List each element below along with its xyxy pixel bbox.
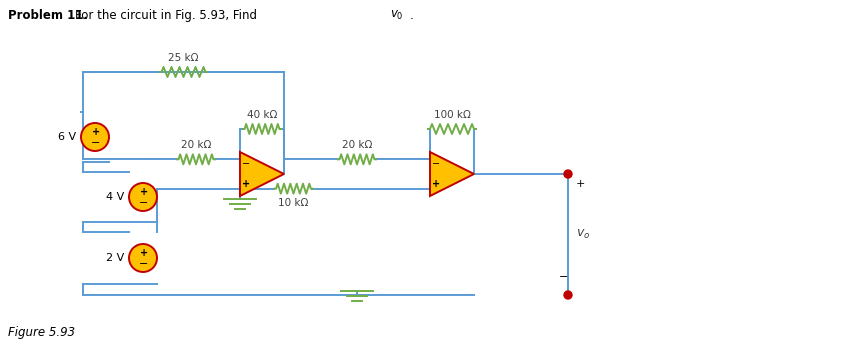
Polygon shape [430,152,474,196]
Text: For the circuit in Fig. 5.93, Find: For the circuit in Fig. 5.93, Find [75,9,260,22]
Polygon shape [240,152,284,196]
Text: +: + [576,179,585,189]
Text: .: . [410,9,414,22]
Text: 100 kΩ: 100 kΩ [433,110,470,120]
Text: 10 kΩ: 10 kΩ [278,198,309,208]
Text: −: − [432,159,440,169]
Text: 6 V: 6 V [58,132,76,142]
Circle shape [564,291,572,299]
Text: −: − [139,259,148,269]
Text: 25 kΩ: 25 kΩ [169,53,199,63]
Text: +: + [92,127,100,137]
Text: +: + [242,179,250,189]
Text: 20 kΩ: 20 kΩ [180,140,212,150]
Text: 40 kΩ: 40 kΩ [247,110,277,120]
Text: 20 kΩ: 20 kΩ [341,140,373,150]
Text: +: + [140,187,148,197]
Text: −: − [242,159,250,169]
Text: +: + [432,179,440,189]
Circle shape [564,170,572,178]
Text: Figure 5.93: Figure 5.93 [8,326,75,339]
Text: $v_o$: $v_o$ [576,228,590,241]
Circle shape [81,123,109,151]
Text: $\it{v}_0$: $\it{v}_0$ [390,9,404,22]
Text: −: − [139,198,148,208]
Text: −: − [91,138,100,148]
Text: 4 V: 4 V [105,192,124,202]
Text: +: + [140,248,148,258]
Text: 2 V: 2 V [105,253,124,263]
Text: −: − [559,272,569,282]
Circle shape [129,183,157,211]
Circle shape [129,244,157,272]
Text: Problem 11.: Problem 11. [8,9,88,22]
